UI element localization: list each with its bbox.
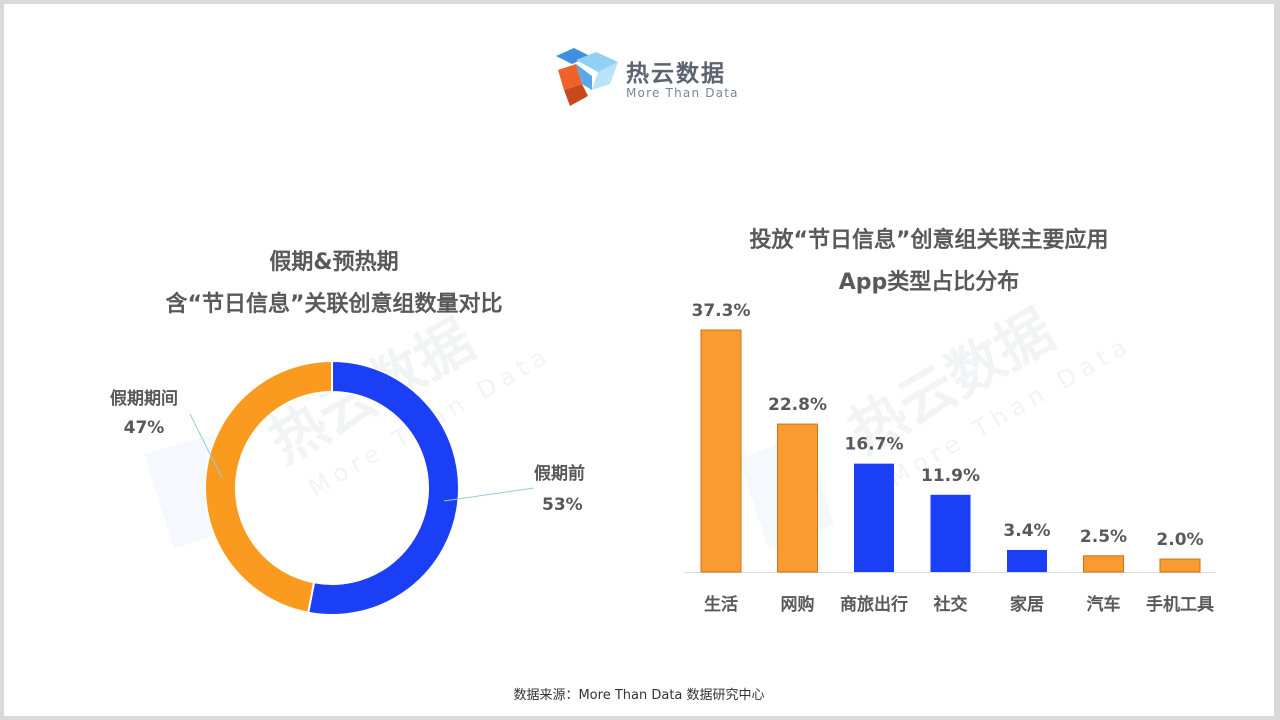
bar-category-label-2: 商旅出行 [840, 594, 908, 615]
right-chart-title: 投放“节日信息”创意组关联主要应用 App类型占比分布 [694, 220, 1164, 304]
donut-slice-value-1: 47% [124, 418, 165, 438]
bar-category-label-6: 手机工具 [1146, 594, 1214, 615]
brand-logo-icon [556, 48, 618, 106]
bar-value-label-0: 37.3% [692, 301, 751, 321]
bar-1 [777, 423, 818, 573]
donut-slice-label-1: 假期期间 [110, 388, 178, 409]
bar-value-label-4: 3.4% [1003, 521, 1050, 541]
bar-4 [1007, 549, 1047, 572]
bar-2 [854, 463, 894, 572]
bar-value-label-3: 11.9% [921, 466, 980, 486]
brand-name: 热云数据 [626, 61, 726, 87]
left-chart-title-line1: 假期&预热期 [269, 250, 399, 275]
right-chart-title-line2: App类型占比分布 [838, 270, 1020, 295]
donut-leader-line-1 [189, 413, 223, 479]
bar-0 [700, 329, 742, 573]
right-chart-title-line1: 投放“节日信息”创意组关联主要应用 [749, 228, 1109, 253]
bar-category-label-0: 生活 [704, 594, 738, 615]
bar-value-label-1: 22.8% [768, 395, 827, 415]
bar-value-label-5: 2.5% [1080, 527, 1127, 547]
brand-header: 热云数据 More Than Data [552, 46, 752, 110]
bar-chart: 37.3% 生活 22.8% 网购 16.7% 商旅出行 11.9% 社交 3.4% 家居 2.5%… [684, 301, 1216, 615]
bar-6 [1159, 558, 1201, 573]
donut-slice-1 [204, 359, 333, 614]
donut-slice-label-0: 假期前 [534, 463, 585, 484]
left-chart-title: 假期&预热期 含“节日信息”关联创意组数量对比 [114, 242, 554, 326]
bar-3 [930, 494, 971, 572]
bar-category-label-5: 汽车 [1087, 594, 1121, 615]
brand-tagline: More Than Data [626, 86, 739, 100]
bar-5 [1083, 555, 1124, 573]
donut-chart: 假期前 53% 假期期间 47% [110, 359, 585, 616]
donut-leader-line-0 [443, 487, 535, 502]
left-chart-title-line2: 含“节日信息”关联创意组数量对比 [165, 292, 503, 317]
slide: 热云数据 More Than Data 热云数据 More Than Data … [4, 4, 1274, 716]
bar-category-label-4: 家居 [1010, 594, 1044, 615]
bar-value-label-6: 2.0% [1156, 530, 1203, 550]
data-source-note: 数据来源：More Than Data 数据研究中心 [513, 688, 765, 703]
bar-category-label-3: 社交 [933, 594, 968, 615]
charts-canvas: 假期前 53% 假期期间 47% 37.3% 生活 22.8% 网购 16.7% 商旅出行 11.… [110, 301, 1216, 616]
donut-slice-0 [307, 359, 460, 616]
bar-value-label-2: 16.7% [845, 435, 904, 455]
donut-slice-value-0: 53% [542, 495, 583, 515]
bar-category-label-1: 网购 [781, 594, 815, 615]
